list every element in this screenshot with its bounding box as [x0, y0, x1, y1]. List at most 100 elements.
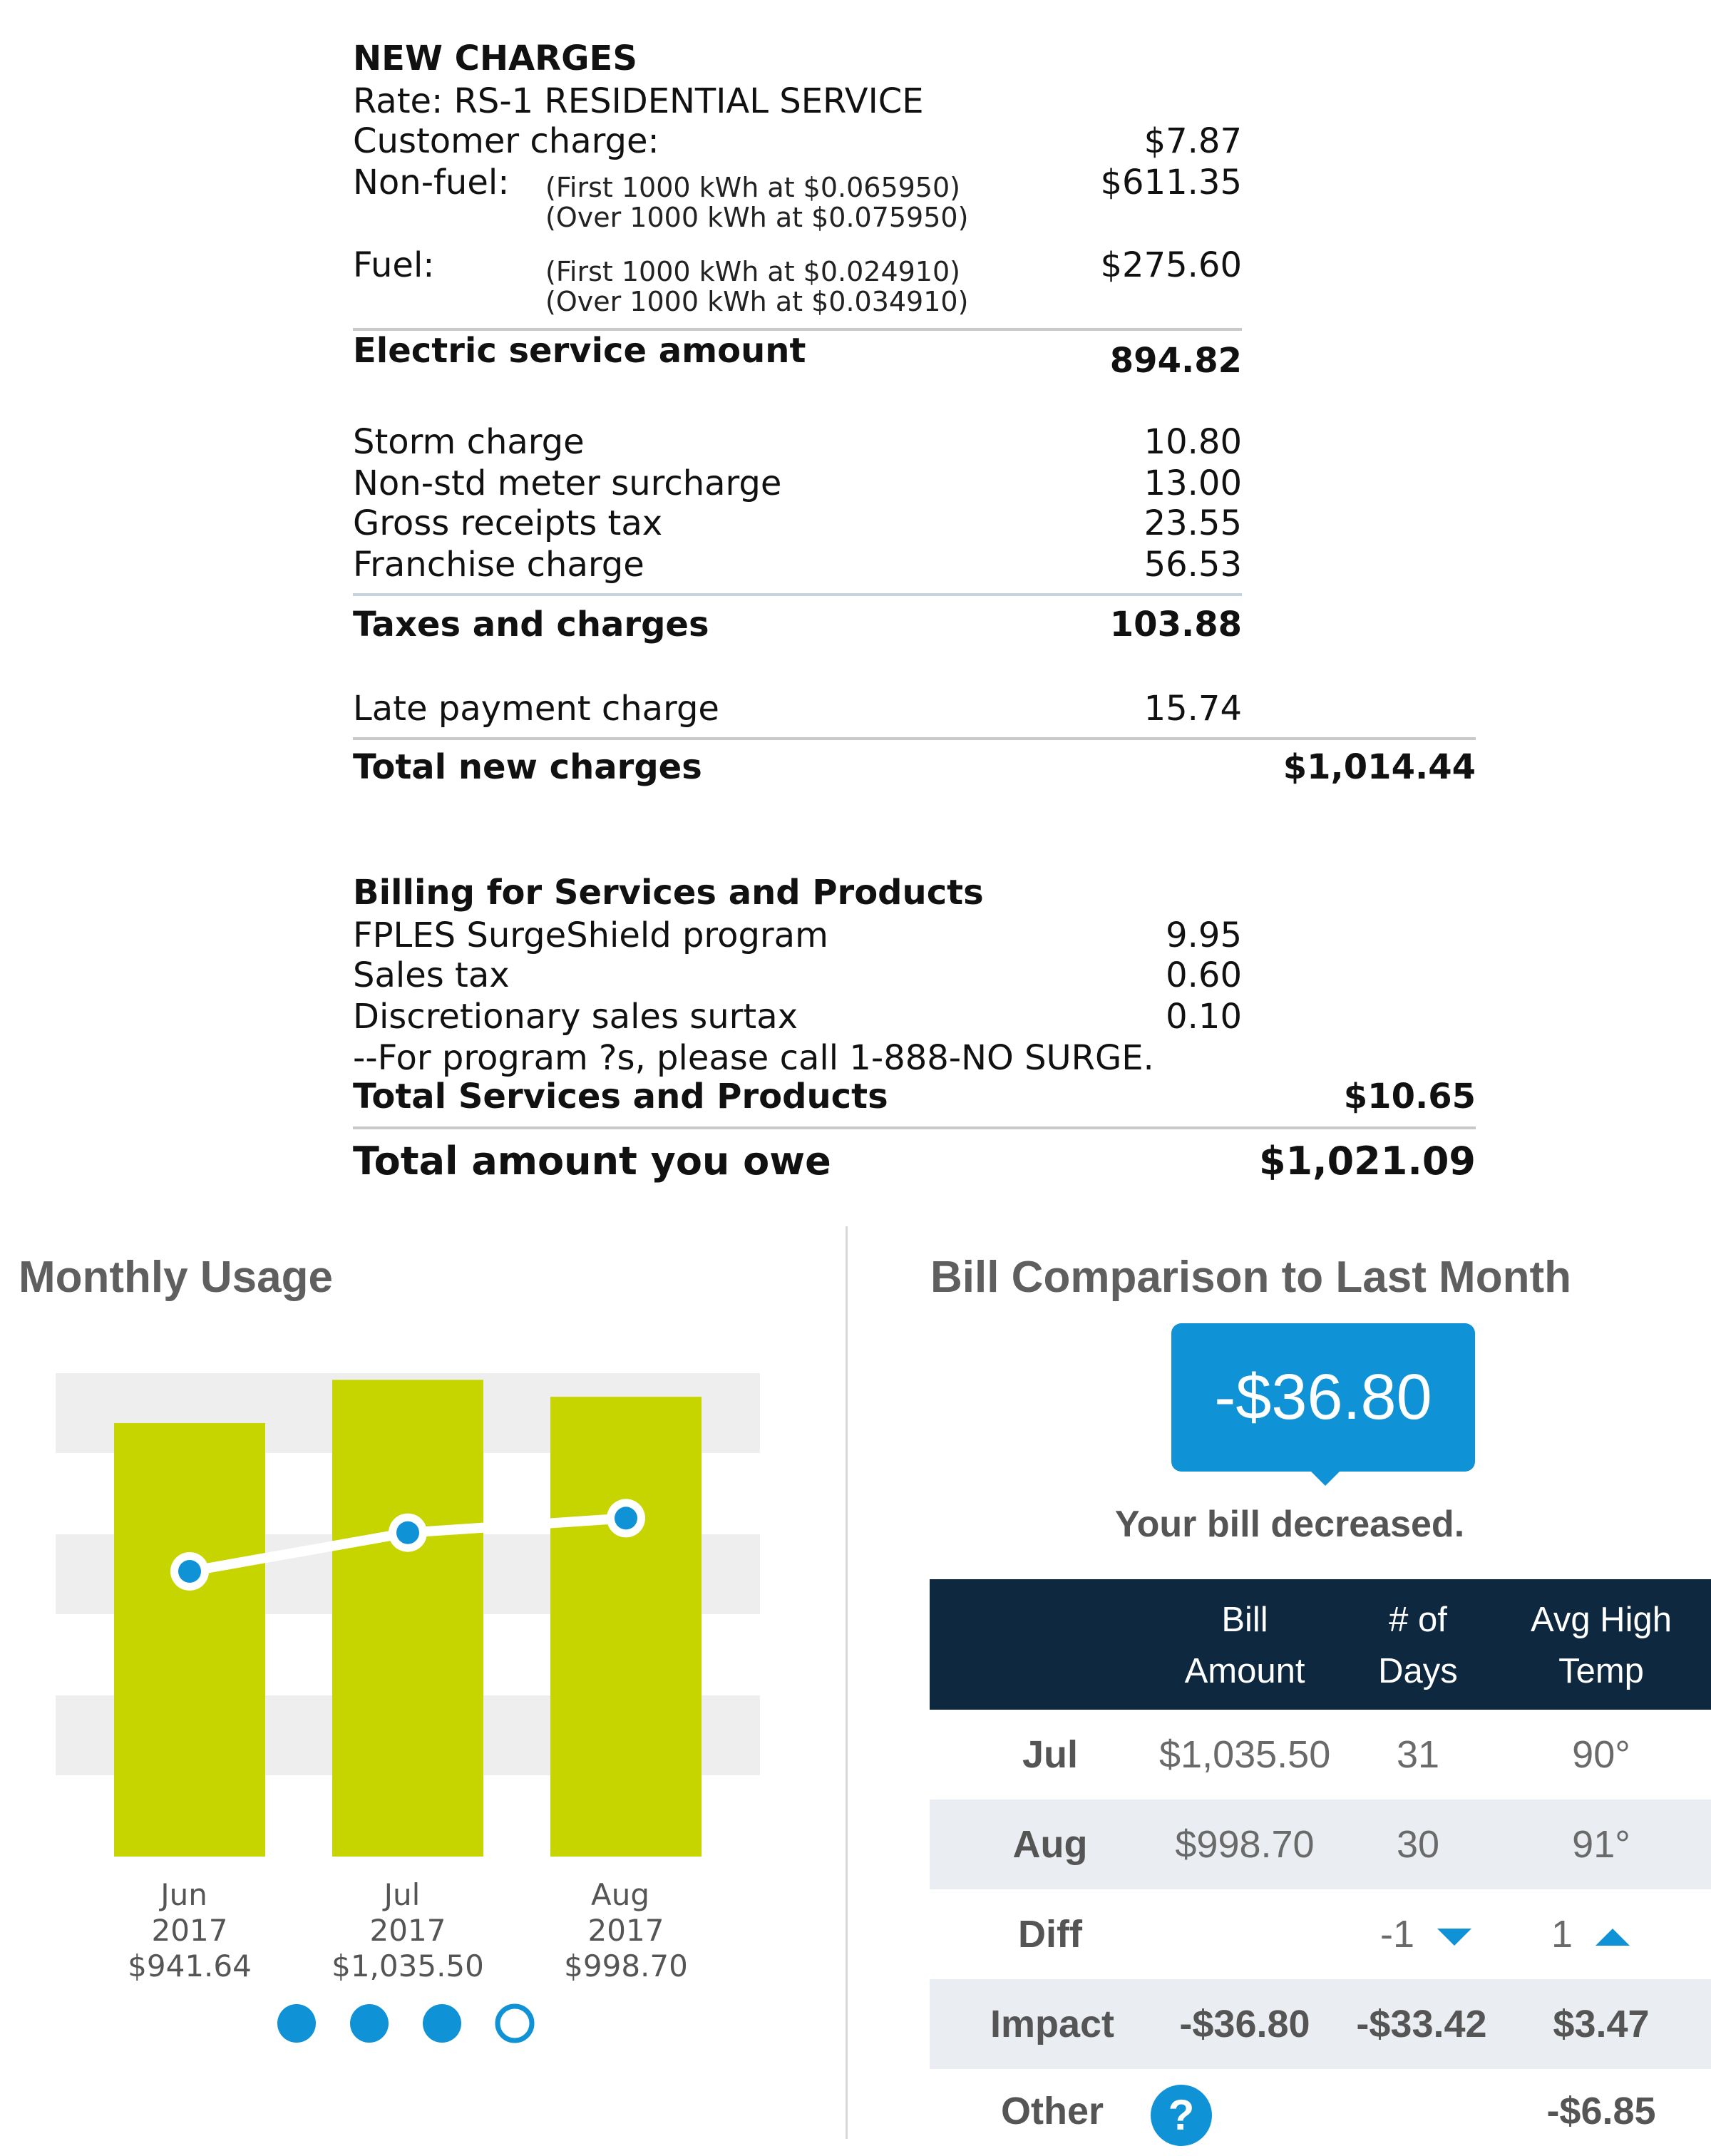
total-new-charges-label: Total new charges [353, 747, 702, 787]
panel-divider [846, 1226, 848, 2139]
non-fuel-amount: $611.35 [1100, 163, 1243, 202]
days-diff: -1 [1380, 1889, 1509, 1979]
program-note: --For program ?s, please call 1-888-NO S… [353, 1038, 1154, 1078]
bill-statement: NEW CHARGES Rate: RS-1 RESIDENTIAL SERVI… [353, 38, 1476, 1184]
franchise-charge-label: Franchise charge [353, 545, 644, 585]
comparison-title: Bill Comparison to Last Month [930, 1253, 1571, 1302]
row-label: Aug [1012, 1823, 1088, 1866]
monthly-usage-panel: Monthly Usage Jun 2017 $941.64 Jul 2017 $1,03… [0, 1212, 846, 2139]
temperature-point [396, 1521, 419, 1544]
non-fuel-detail-over: (Over 1000 kWh at $0.075950) [545, 202, 969, 233]
usage-bar [550, 1397, 702, 1857]
year-tick-label: 2017 [370, 1913, 446, 1948]
surgeshield-label: FPLES SurgeShield program [353, 915, 828, 955]
surtax-amount: 0.10 [1166, 997, 1242, 1037]
table-row-impact: Impact -$36.80 -$33.42 $3.47 [930, 1979, 1711, 2069]
fuel-detail-first: (First 1000 kWh at $0.024910) [545, 256, 960, 287]
divider [353, 737, 1476, 740]
bill-change-message: Your bill decreased. [1114, 1504, 1465, 1545]
gross-receipts-label: Gross receipts tax [353, 503, 663, 543]
customer-charge-amount: $7.87 [1144, 121, 1242, 161]
impact-days: -$33.42 [1356, 2003, 1487, 2045]
month-tick-label: Aug [591, 1877, 649, 1912]
taxes-total-amount: 103.88 [1109, 605, 1242, 645]
arrow-up-icon [1596, 1928, 1630, 1946]
table-row: Jul $1,035.50 31 90° [930, 1710, 1711, 1800]
bill-amount: $998.70 [1175, 1823, 1315, 1866]
customer-charge-label: Customer charge: [353, 121, 659, 161]
difference-badge: -$36.80 [1171, 1323, 1475, 1472]
pager-dot[interactable] [277, 2004, 316, 2043]
gross-receipts-amount: 23.55 [1144, 503, 1242, 543]
temp-value: 90° [1572, 1733, 1630, 1776]
amount-data-label: $941.64 [128, 1949, 252, 1983]
services-heading: Billing for Services and Products [353, 873, 984, 913]
table-row-diff: Diff -1 1 [930, 1889, 1711, 1979]
badge-pointer [1310, 1470, 1341, 1486]
pager-dot[interactable] [495, 2003, 535, 2043]
bill-amount: $1,035.50 [1159, 1733, 1331, 1776]
divider [353, 328, 1242, 331]
meter-surcharge-label: Non-std meter surcharge [353, 463, 782, 503]
electric-service-amount: 894.82 [1109, 341, 1242, 381]
sales-tax-amount: 0.60 [1166, 955, 1242, 995]
table-row: Aug $998.70 30 91° [930, 1800, 1711, 1889]
days-value: 30 [1396, 1823, 1440, 1866]
storm-charge-label: Storm charge [353, 422, 585, 462]
table-row-other: Other ? -$6.85 [930, 2066, 1711, 2156]
header-days: Days [1378, 1652, 1458, 1690]
divider [353, 593, 1242, 596]
late-payment-amount: 15.74 [1144, 689, 1242, 729]
pager-dot[interactable] [423, 2004, 461, 2043]
surtax-label: Discretionary sales surtax [353, 997, 798, 1037]
year-tick-label: 2017 [152, 1913, 228, 1948]
arrow-down-icon [1437, 1928, 1472, 1946]
fuel-amount: $275.60 [1100, 245, 1243, 285]
temperature-point [615, 1506, 637, 1530]
storm-charge-amount: 10.80 [1144, 422, 1242, 462]
comparison-table-header: Bill Amount # of Days Avg High Temp [930, 1579, 1711, 1710]
row-label: Impact [990, 2003, 1115, 2045]
pager-dot[interactable] [350, 2004, 389, 2043]
header-amount: Amount [1184, 1652, 1305, 1690]
total-new-charges-amount: $1,014.44 [1283, 747, 1476, 787]
fuel-label: Fuel: [353, 245, 435, 285]
temp-value: 91° [1572, 1823, 1630, 1866]
row-label: Jul [1022, 1733, 1079, 1776]
usage-bar [332, 1380, 483, 1857]
non-fuel-label: Non-fuel: [353, 163, 510, 202]
usage-bar [114, 1422, 265, 1857]
month-tick-label: Jul [382, 1877, 421, 1912]
amount-owed-amount: $1,021.09 [1258, 1139, 1476, 1184]
temperature-point [178, 1559, 201, 1583]
non-fuel-detail-first: (First 1000 kWh at $0.065950) [545, 172, 960, 203]
days-diff-value: -1 [1380, 1913, 1415, 1956]
divider [353, 1126, 1476, 1129]
meter-surcharge-amount: 13.00 [1144, 463, 1242, 503]
franchise-charge-amount: 56.53 [1144, 545, 1242, 585]
bill-comparison-panel: Bill Comparison to Last Month -$36.80 Yo… [848, 1212, 1711, 2146]
impact-bill: -$36.80 [1179, 2003, 1310, 2045]
help-icon[interactable]: ? [1151, 2085, 1212, 2146]
header-bill: Bill [1221, 1601, 1268, 1639]
header-avg-high: Avg High [1531, 1601, 1672, 1639]
year-tick-label: 2017 [588, 1913, 664, 1948]
other-value: -$6.85 [1546, 2090, 1656, 2132]
temp-diff-value: 1 [1551, 1913, 1573, 1956]
new-charges-heading: NEW CHARGES [353, 38, 637, 78]
surgeshield-amount: 9.95 [1166, 915, 1242, 955]
sales-tax-label: Sales tax [353, 955, 510, 995]
month-tick-label: Jun [158, 1877, 207, 1912]
electric-service-label: Electric service amount [353, 331, 806, 371]
impact-temp: $3.47 [1553, 2003, 1650, 2045]
amount-data-label: $998.70 [564, 1949, 688, 1983]
services-total-amount: $10.65 [1343, 1077, 1476, 1116]
row-label: Diff [1018, 1913, 1082, 1956]
monthly-usage-title: Monthly Usage [19, 1253, 333, 1302]
temp-diff: 1 [1551, 1889, 1680, 1979]
amount-data-label: $1,035.50 [332, 1949, 484, 1983]
usage-chart: Jun2017$941.64Jul2017$1,035.50Aug2017$99… [56, 1373, 760, 2043]
taxes-total-label: Taxes and charges [353, 605, 709, 645]
header-days-top: # of [1389, 1601, 1447, 1639]
fuel-detail-over: (Over 1000 kWh at $0.034910) [545, 286, 969, 317]
